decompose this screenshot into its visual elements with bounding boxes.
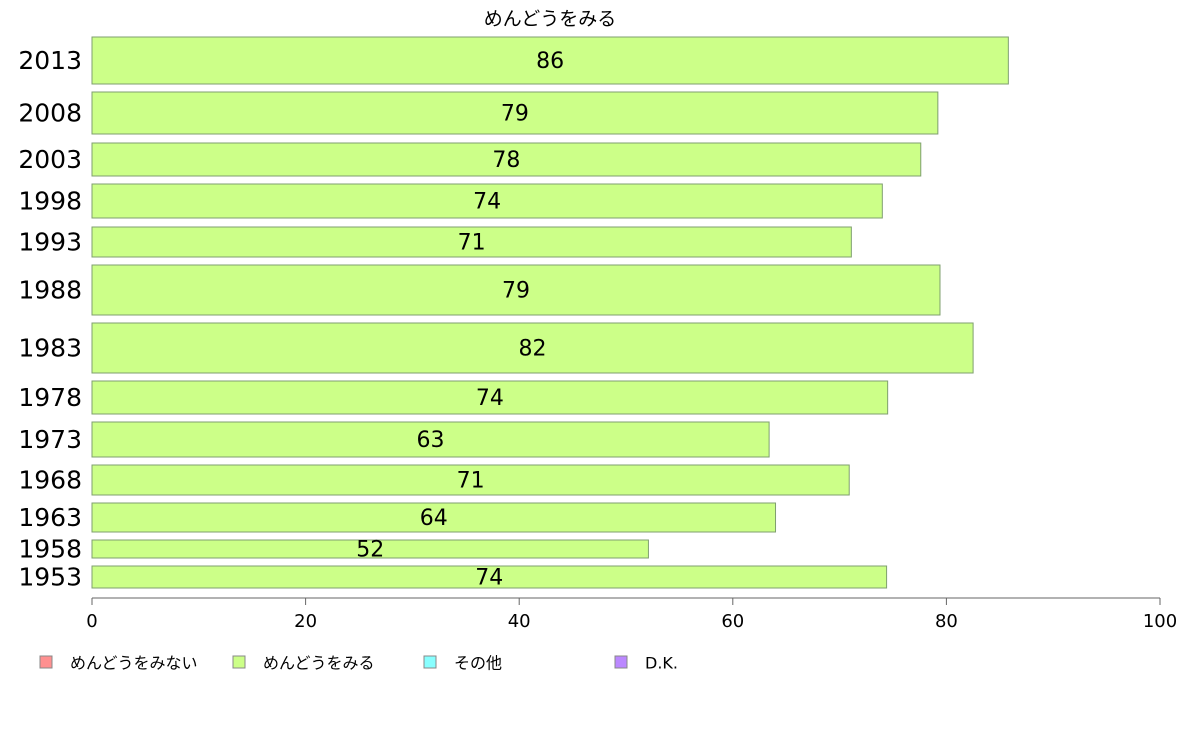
category-label-1978: 1978: [18, 383, 82, 412]
data-label-2008: 79: [501, 102, 529, 127]
x-tick-label-0: 0: [86, 611, 97, 632]
data-label-2013: 86: [536, 49, 564, 74]
data-label-1988: 79: [502, 279, 530, 304]
data-label-1968: 71: [457, 469, 485, 494]
legend-swatch-3: [614, 655, 628, 669]
bar-1988: [91, 264, 941, 316]
legend-swatch-0: [39, 655, 53, 669]
bar-1998: [91, 183, 883, 219]
category-label-1963: 1963: [18, 503, 82, 532]
legend-swatch-1: [232, 655, 246, 669]
data-label-1958: 52: [356, 538, 384, 563]
data-label-2003: 78: [492, 148, 520, 173]
category-label-1973: 1973: [18, 425, 82, 454]
category-label-1988: 1988: [18, 276, 82, 305]
bar-1973: [91, 421, 770, 458]
data-label-1993: 71: [458, 231, 486, 256]
x-tick-label-20: 20: [294, 611, 317, 632]
legend-swatch-2: [423, 655, 437, 669]
bar-1953: [91, 565, 888, 589]
bar-1968: [91, 464, 850, 496]
legend-label-2: その他: [454, 654, 502, 673]
category-label-1993: 1993: [18, 228, 82, 257]
data-label-1963: 64: [420, 506, 448, 531]
data-label-1953: 74: [475, 566, 503, 591]
bar-1963: [91, 502, 777, 533]
bar-1983: [91, 322, 974, 374]
bar-2003: [91, 142, 922, 177]
data-label-1983: 82: [519, 337, 547, 362]
x-tick-label-100: 100: [1143, 611, 1177, 632]
category-label-1968: 1968: [18, 466, 82, 495]
x-axis: 0 20 40 60 80 100: [86, 597, 1177, 632]
legend: めんどうをみない めんどうをみる その他 D.K.: [39, 654, 678, 673]
legend-label-3: D.K.: [645, 654, 678, 673]
bars-group: 2013 86 2008 79 2003 78 1998 74 1993 71 1988 79 1983…: [18, 36, 1009, 592]
legend-label-1: めんどうをみる: [263, 654, 375, 673]
category-label-1953: 1953: [18, 563, 82, 592]
category-label-1983: 1983: [18, 334, 82, 363]
x-tick-label-40: 40: [508, 611, 531, 632]
category-label-1998: 1998: [18, 187, 82, 216]
chart-title: めんどうをみる: [484, 8, 616, 30]
data-label-1978: 74: [476, 386, 504, 411]
bar-1958: [91, 539, 649, 559]
category-label-2013: 2013: [18, 46, 82, 75]
category-label-1958: 1958: [18, 535, 82, 564]
x-tick-label-80: 80: [935, 611, 958, 632]
bar-2008: [91, 91, 939, 135]
bar-1993: [91, 226, 852, 258]
data-label-1998: 74: [473, 190, 501, 215]
data-label-1973: 63: [417, 428, 445, 453]
category-label-2003: 2003: [18, 145, 82, 174]
bar-2013: [91, 36, 1009, 85]
bar-1978: [91, 380, 889, 415]
legend-label-0: めんどうをみない: [70, 654, 198, 673]
category-label-2008: 2008: [18, 99, 82, 128]
x-tick-label-60: 60: [721, 611, 744, 632]
